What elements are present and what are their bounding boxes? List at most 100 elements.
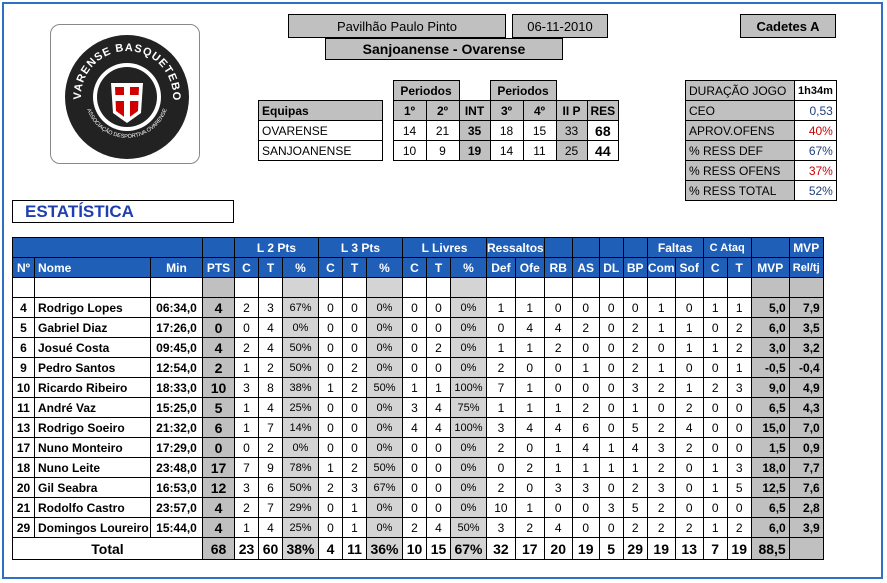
player-stat: 2	[514, 517, 545, 538]
player-stat: 3	[726, 377, 752, 398]
total-value: 19	[646, 537, 676, 560]
club-logo: OVARENSE BASQUETEBOL ASSOCIAÇÃO DESPORTI…	[50, 24, 200, 164]
player-pct: 0%	[282, 317, 319, 338]
player-stat: 2	[646, 417, 676, 438]
player-stat: 4	[258, 397, 283, 418]
team-name: SANJOANENSE	[258, 140, 383, 161]
spacer-row	[12, 277, 824, 298]
player-stat: 1	[318, 457, 343, 478]
player-stat: 2	[646, 497, 676, 518]
player-stat: 0	[598, 337, 624, 358]
player-stat: 0	[402, 477, 427, 498]
team-row-sanjoanense: SANJOANENSE 10 9 19 14 11 25 44	[258, 140, 620, 161]
player-row: 9 Pedro Santos 12:54,0 2 1 2 50% 0 2 0% 0 0 0% 2 0 0 1 0 2…	[12, 357, 824, 378]
player-number: 9	[12, 357, 35, 378]
player-pct: 0%	[450, 477, 487, 498]
player-stat: 3	[646, 477, 676, 498]
player-minutes: 12:54,0	[150, 357, 203, 378]
player-stat: 2	[543, 337, 573, 358]
q2-value: 21	[425, 120, 460, 141]
player-stat: 3	[598, 497, 624, 518]
player-stat: 0	[702, 497, 728, 518]
col-header: C	[318, 257, 343, 278]
player-stat: 2	[342, 357, 367, 378]
total-value	[788, 537, 824, 560]
player-stat: 0	[514, 477, 545, 498]
player-stat: 0	[426, 437, 451, 458]
player-points: 4	[202, 497, 235, 518]
game-stat-label: CEO	[685, 100, 795, 121]
player-minutes: 06:34,0	[150, 297, 203, 318]
player-stat: 2	[646, 377, 676, 398]
player-points: 5	[202, 397, 235, 418]
player-stat: 5	[726, 477, 752, 498]
game-stat-value: 0,53	[794, 100, 837, 121]
player-pct: 0%	[366, 297, 403, 318]
player-pct: 0%	[366, 497, 403, 518]
player-stat: 7	[258, 497, 283, 518]
player-stat: 0	[318, 497, 343, 518]
total-value: 7	[702, 537, 728, 560]
player-mvp: 3,5	[788, 317, 824, 338]
player-stat: 0	[702, 397, 728, 418]
player-pct: 0%	[366, 337, 403, 358]
player-stat: 0	[318, 297, 343, 318]
player-stat: 4	[571, 437, 600, 458]
player-stat: 0	[702, 317, 728, 338]
player-stat: 0	[402, 437, 427, 458]
player-stat: 1	[514, 337, 545, 358]
total-value: 67%	[450, 537, 487, 560]
player-pct: 0%	[450, 497, 487, 518]
player-stat: 0	[402, 317, 427, 338]
player-stat: 1	[234, 517, 259, 538]
player-stat: 0	[234, 437, 259, 458]
player-mvp: 1,5	[750, 437, 790, 458]
player-name: Rodolfo Castro	[34, 497, 151, 518]
player-stat: 2	[258, 357, 283, 378]
player-stat: 0	[402, 337, 427, 358]
player-stat: 0	[543, 497, 573, 518]
player-number: 4	[12, 297, 35, 318]
col-header: DL	[598, 257, 624, 278]
player-mvp: 3,2	[788, 337, 824, 358]
periods-table: Periodos Periodos Equipas 1º 2º INT 3º 4…	[258, 80, 620, 161]
player-stat: 2	[622, 317, 648, 338]
total-value: 13	[674, 537, 704, 560]
player-number: 6	[12, 337, 35, 358]
col-header: T	[726, 257, 752, 278]
player-stat: 3	[726, 457, 752, 478]
player-stat: 0	[543, 297, 573, 318]
player-stat: 0	[726, 417, 752, 438]
player-stat: 2	[342, 457, 367, 478]
player-pct: 0%	[366, 357, 403, 378]
player-stat: 6	[258, 477, 283, 498]
player-stat: 4	[674, 417, 704, 438]
column-header-row: Nº Nome Min PTS C T% C T% C T% Def Ofe RB AS DL BP Com So…	[12, 257, 824, 278]
player-name: Nuno Leite	[34, 457, 151, 478]
player-pct: 0%	[450, 437, 487, 458]
col-header: Ofe	[514, 257, 545, 278]
player-stat: 2	[571, 317, 600, 338]
player-stat: 0	[426, 497, 451, 518]
player-stat: 2	[486, 437, 516, 458]
player-mvp: 6,0	[750, 317, 790, 338]
player-stat: 0	[342, 397, 367, 418]
player-pct: 67%	[282, 297, 319, 318]
player-points: 4	[202, 297, 235, 318]
player-number: 20	[12, 477, 35, 498]
player-stat: 1	[598, 437, 624, 458]
game-stats-table: DURAÇÃO JOGO 1h34m CEO 0,53 APROV.OFENS 40%% …	[685, 80, 837, 201]
team-row-ovarense: OVARENSE 14 21 35 18 15 33 68	[258, 120, 620, 141]
player-stat: 2	[674, 397, 704, 418]
player-stat: 0	[342, 337, 367, 358]
player-stat: 1	[514, 377, 545, 398]
player-stat: 0	[702, 357, 728, 378]
player-points: 10	[202, 377, 235, 398]
player-stat: 0	[598, 517, 624, 538]
player-stat: 7	[258, 417, 283, 438]
player-stat: 1	[486, 337, 516, 358]
player-stat: 7	[234, 457, 259, 478]
player-stat: 3	[571, 477, 600, 498]
player-stat: 1	[702, 477, 728, 498]
player-stat: 4	[258, 517, 283, 538]
